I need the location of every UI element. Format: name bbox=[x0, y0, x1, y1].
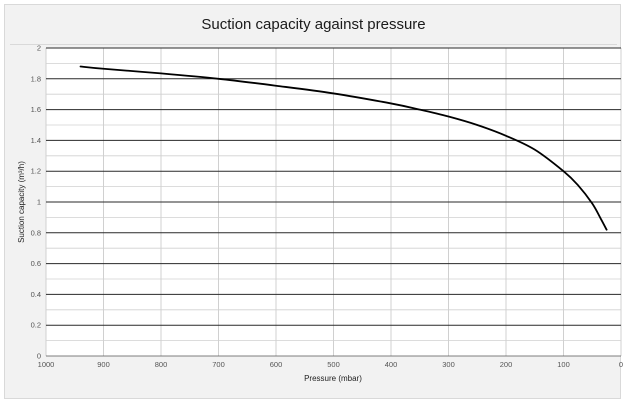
y-tick-label: 1.6 bbox=[31, 105, 41, 114]
y-tick-label: 0.6 bbox=[31, 259, 41, 268]
series-line bbox=[79, 65, 608, 231]
y-tick-label: 1 bbox=[37, 198, 41, 207]
y-tick-label: 0 bbox=[37, 352, 41, 361]
y-tick-label: 1.4 bbox=[31, 136, 41, 145]
x-axis-ticks: 1000 900 800 700 600 500 400 300 200 100 0 bbox=[38, 360, 623, 369]
y-tick-label: 0.8 bbox=[31, 228, 41, 237]
y-tick-label: 2 bbox=[37, 44, 41, 53]
y-tick-label: 0.2 bbox=[31, 321, 41, 330]
x-tick-label: 700 bbox=[212, 360, 225, 369]
x-tick-label: 800 bbox=[155, 360, 168, 369]
y-axis-label: Suction capacity (m³/h) bbox=[17, 161, 26, 243]
chart-title: Suction capacity against pressure bbox=[201, 16, 426, 33]
y-tick-label: 0.4 bbox=[31, 290, 41, 299]
x-tick-label: 400 bbox=[385, 360, 398, 369]
x-axis-label: Pressure (mbar) bbox=[304, 374, 362, 383]
x-tick-label: 600 bbox=[270, 360, 283, 369]
y-tick-label: 1.8 bbox=[31, 74, 41, 83]
y-axis-ticks: 0 0.2 0.4 0.6 0.8 1 1.2 1.4 1.6 1.8 2 bbox=[31, 44, 41, 361]
x-tick-label: 300 bbox=[442, 360, 455, 369]
x-tick-label: 200 bbox=[500, 360, 513, 369]
y-tick-label: 1.2 bbox=[31, 167, 41, 176]
x-tick-label: 500 bbox=[327, 360, 340, 369]
x-tick-label: 100 bbox=[557, 360, 570, 369]
x-tick-label: 0 bbox=[619, 360, 623, 369]
x-tick-label: 1000 bbox=[38, 360, 55, 369]
x-tick-label: 900 bbox=[97, 360, 110, 369]
title-divider bbox=[10, 44, 617, 45]
series-layer bbox=[79, 65, 608, 231]
